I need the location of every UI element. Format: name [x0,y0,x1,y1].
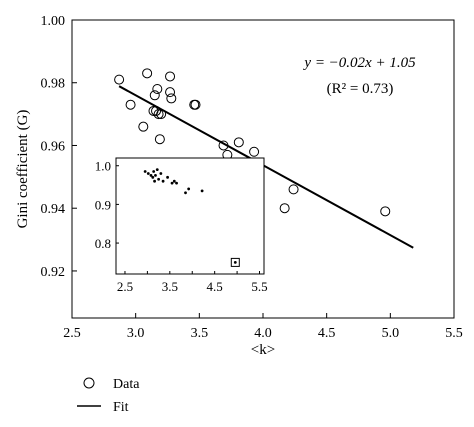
main-y-tick-label: 1.00 [41,14,66,29]
data-point [165,87,176,98]
inset-y-tick-label: 0.9 [95,197,111,212]
inset-x-tick-label: 3.5 [162,279,178,294]
inset-data-point [166,175,169,179]
inset-y-tick-label: 0.8 [95,236,111,251]
inset-data-point [151,175,155,179]
data-point [142,68,153,79]
inset-data-point [146,172,150,175]
inset-outlier-box [230,257,240,267]
main-y-ticks: 0.92 0.94 0.96 0.98 1.00 [41,14,77,280]
inset-outlier-point [233,261,237,264]
main-y-tick-label: 0.96 [41,139,66,154]
legend-data-symbol [83,377,95,389]
inset-x-tick-label: 4.5 [207,279,223,294]
data-point [114,74,125,85]
data-point [149,90,160,101]
inset-y-ticks: 0.8 0.9 1.0 [95,159,119,251]
inset-data-point [159,172,163,175]
data-point [166,93,177,104]
inset-data-point [157,177,161,181]
data-point [153,109,164,120]
data-point [152,84,163,95]
data-point [380,206,391,217]
main-x-tick-label: 3.0 [127,326,145,341]
inset-plot-frame [115,157,265,275]
x-axis-label: <k> [251,342,275,358]
inset-data-point [172,179,176,183]
inset-data-point [143,170,147,173]
data-point [279,203,290,214]
inset-data-point [155,168,159,172]
data-point [154,134,165,145]
main-x-tick-label: 5.5 [445,326,463,341]
inset-data-series [143,168,240,267]
inset-x-tick-label: 2.5 [117,279,133,294]
data-point [165,71,176,82]
inset-x-tick-label: 5.5 [251,279,267,294]
inset-data-point [154,174,157,177]
fit-line [118,85,414,249]
main-x-tick-label: 4.5 [318,326,336,341]
fit-series [118,85,414,249]
inset-data-point [184,191,187,195]
fit-equation: y = −0.02x + 1.05 [302,55,416,71]
main-x-tick-label: 4.0 [254,326,272,341]
inset-data-point [175,181,178,185]
main-x-tick-label: 3.5 [191,326,209,341]
inset-data-point [149,174,153,177]
main-x-tick-label: 5.0 [382,326,400,341]
main-x-tick-label: 2.5 [63,326,81,341]
fit-r-squared: (R² = 0.73) [327,81,394,97]
inset-data-point [152,170,156,173]
inset-y-tick-label: 1.0 [95,159,111,174]
data-point [218,140,229,151]
data-point [151,105,162,116]
data-point [288,184,299,195]
main-y-tick-label: 0.94 [41,202,66,217]
y-axis-label: Gini coefficient (G) [15,110,31,229]
main-y-tick-label: 0.98 [41,77,66,92]
inset-x-ticks: 2.5 3.5 4.5 5.5 [117,271,268,294]
main-y-tick-label: 0.92 [41,265,66,280]
legend-fit-label: Fit [113,400,129,415]
data-point [249,146,260,157]
legend: Data Fit [77,377,140,415]
data-point [125,99,136,110]
inset-data-point [161,179,165,183]
main-x-ticks: 2.5 3.0 3.5 4.0 4.5 5.0 5.5 [63,313,463,341]
inset-data-point [187,187,191,191]
inset-data-point [153,179,156,183]
inset-data-point [200,189,204,193]
data-point [190,99,201,110]
data-point [156,109,167,120]
legend-data-label: Data [113,377,140,392]
data-point [138,121,149,132]
inset-data-point [170,181,174,185]
data-point [233,137,244,148]
